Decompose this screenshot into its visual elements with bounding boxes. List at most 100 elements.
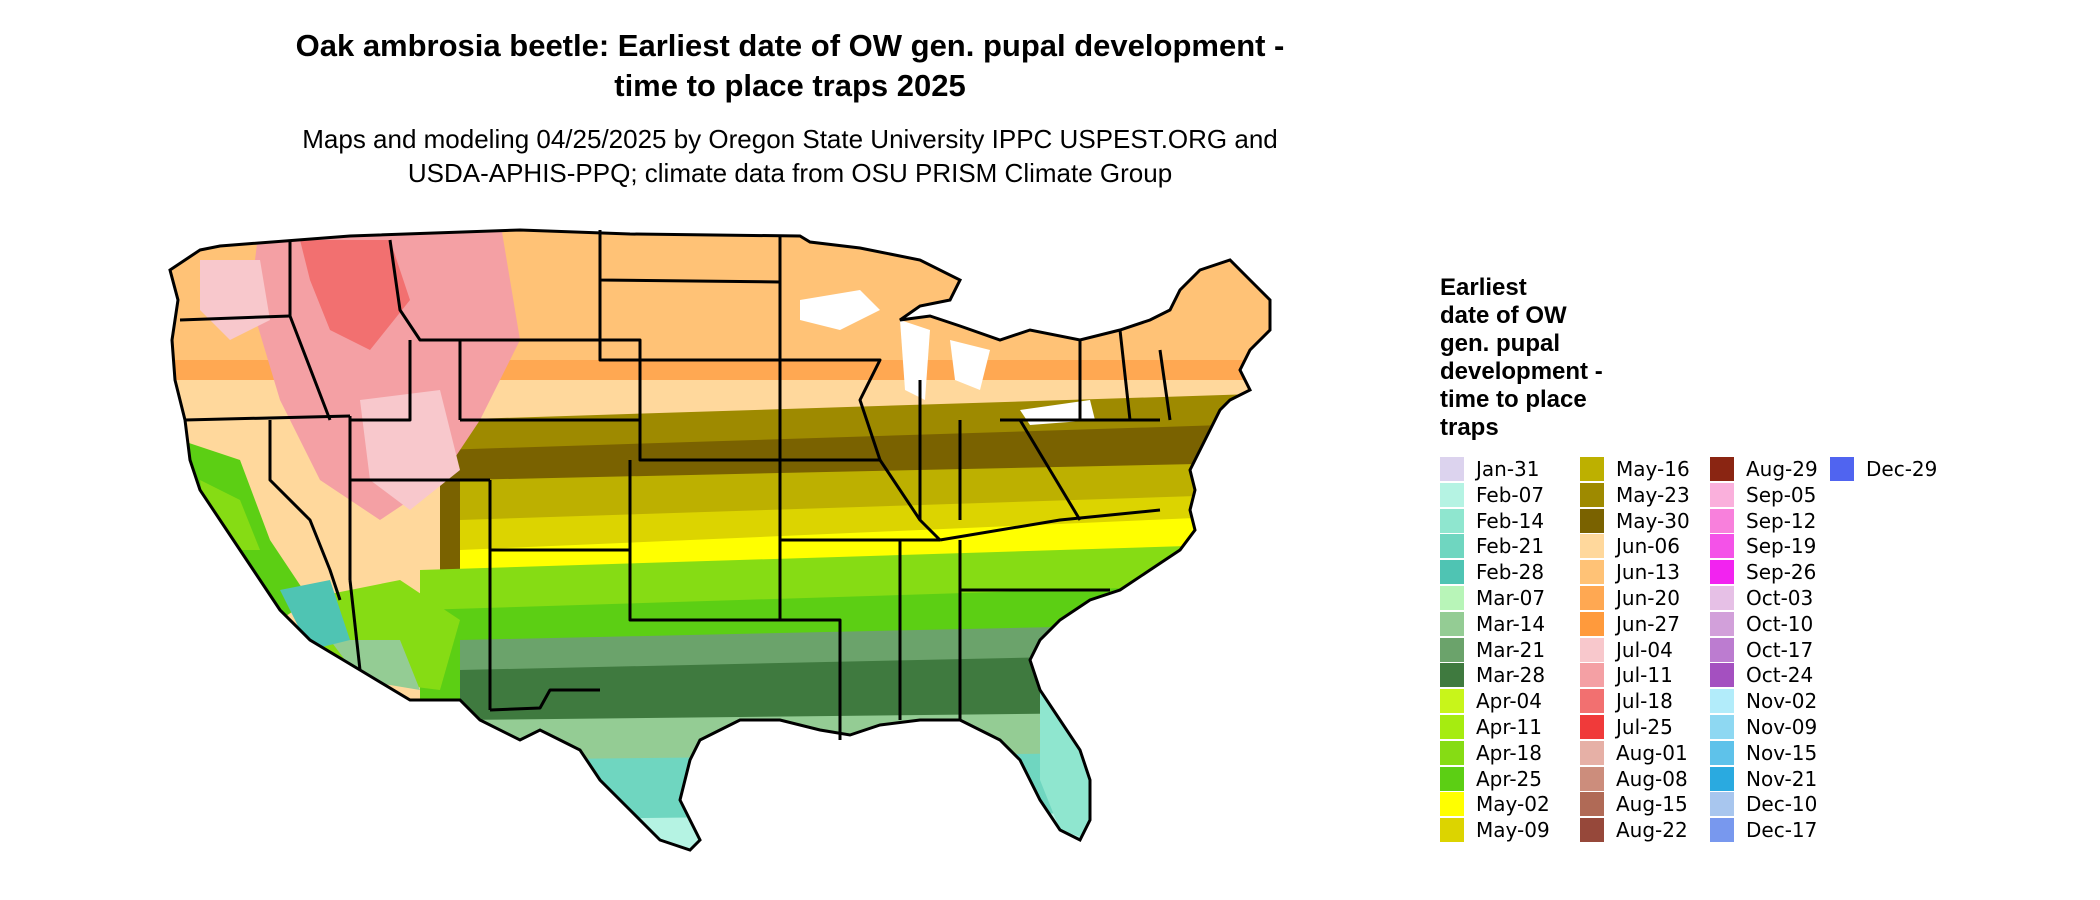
legend-label: Apr-04 — [1476, 689, 1542, 714]
legend-label: May-16 — [1616, 457, 1690, 481]
legend-title: Earliest date of OW gen. pupal developme… — [1440, 274, 1640, 442]
legend-item: Sep-19 — [1710, 533, 1816, 559]
legend-title-line: gen. pupal — [1440, 330, 1560, 357]
legend-label: Jun-13 — [1616, 560, 1680, 585]
legend-label: Jul-04 — [1616, 637, 1673, 662]
legend-item: Feb-14 — [1440, 508, 1544, 534]
legend-label: Oct-10 — [1746, 611, 1814, 636]
legend-label: Dec-29 — [1866, 457, 1938, 481]
legend-item: Jul-04 — [1580, 637, 1673, 663]
legend-swatch — [1580, 586, 1604, 610]
legend-swatch — [1710, 715, 1734, 739]
legend-label: Oct-17 — [1746, 637, 1814, 662]
legend-title-line: date of OW — [1440, 302, 1567, 329]
legend-label: Nov-09 — [1746, 715, 1818, 739]
legend-swatch — [1580, 792, 1604, 817]
legend-item: Mar-21 — [1440, 637, 1545, 663]
legend-swatch — [1580, 534, 1604, 559]
legend-label: Aug-08 — [1616, 766, 1688, 791]
legend-swatch — [1710, 740, 1734, 765]
legend-item: Nov-21 — [1710, 766, 1817, 792]
legend-label: Mar-07 — [1476, 586, 1546, 610]
legend-label: Sep-19 — [1746, 534, 1817, 559]
legend-item: Nov-09 — [1710, 714, 1817, 740]
legend-label: Jul-25 — [1616, 715, 1673, 739]
legend-label: Nov-15 — [1746, 740, 1818, 765]
legend-swatch — [1440, 689, 1464, 714]
legend-label: Feb-28 — [1476, 560, 1545, 585]
legend-label: May-23 — [1616, 482, 1690, 507]
legend-swatch — [1580, 689, 1604, 714]
legend-item: Jun-27 — [1580, 611, 1680, 637]
legend-swatch — [1440, 508, 1464, 533]
legend-item: Apr-18 — [1440, 740, 1542, 766]
legend-label: Aug-22 — [1616, 818, 1688, 843]
legend-swatch — [1440, 534, 1464, 559]
legend-swatch — [1580, 818, 1604, 843]
legend-item: Mar-14 — [1440, 611, 1545, 637]
legend-item: Jul-11 — [1580, 662, 1673, 688]
legend-item: Sep-26 — [1710, 559, 1816, 585]
legend-label: Apr-11 — [1476, 715, 1542, 739]
legend-label: Aug-15 — [1616, 792, 1688, 817]
legend-item: Feb-28 — [1440, 559, 1544, 585]
legend-item: Aug-15 — [1580, 791, 1688, 817]
legend-swatch — [1580, 766, 1604, 791]
legend-swatch — [1580, 740, 1604, 765]
legend-label: Sep-12 — [1746, 508, 1817, 533]
legend-swatch — [1710, 637, 1734, 662]
legend-label: May-02 — [1476, 792, 1550, 817]
legend-item: Jan-31 — [1440, 456, 1540, 482]
legend-item: Oct-17 — [1710, 637, 1813, 663]
legend-label: Feb-14 — [1476, 508, 1545, 533]
legend-swatch — [1580, 560, 1604, 585]
legend-swatch — [1580, 663, 1604, 688]
map-subtitle-line-1: Maps and modeling 04/25/2025 by Oregon S… — [302, 124, 1278, 154]
legend-label: Jun-20 — [1616, 586, 1680, 610]
legend-item: May-30 — [1580, 508, 1690, 534]
legend-swatch — [1440, 611, 1464, 636]
legend-item: Feb-21 — [1440, 533, 1544, 559]
legend-item: Sep-12 — [1710, 508, 1816, 534]
legend-swatch — [1710, 457, 1734, 481]
map-title-line-2: time to place traps 2025 — [614, 68, 966, 103]
legend-label: Mar-28 — [1476, 663, 1546, 688]
legend-label: Apr-18 — [1476, 740, 1542, 765]
legend-item: Jun-06 — [1580, 533, 1680, 559]
legend-label: May-30 — [1616, 508, 1690, 533]
legend-item: Jun-20 — [1580, 585, 1680, 611]
legend-swatch — [1440, 740, 1464, 765]
legend-swatch — [1710, 586, 1734, 610]
legend-item: Oct-10 — [1710, 611, 1813, 637]
map-subtitle-line-2: USDA-APHIS-PPQ; climate data from OSU PR… — [407, 158, 1173, 188]
legend-item: Sep-05 — [1710, 482, 1816, 508]
legend-item: Apr-11 — [1440, 714, 1542, 740]
legend-swatch — [1710, 792, 1734, 817]
legend-label: Jul-18 — [1616, 689, 1673, 714]
us-degree-day-map — [168, 228, 1272, 852]
legend-swatch — [1440, 457, 1464, 481]
legend-swatch — [1440, 766, 1464, 791]
legend-item: Aug-01 — [1580, 740, 1688, 766]
legend-swatch — [1710, 689, 1734, 714]
legend-swatch — [1440, 663, 1464, 688]
legend-swatch — [1710, 560, 1734, 585]
legend-label: Jun-27 — [1616, 611, 1680, 636]
map-title-line-1: Oak ambrosia beetle: Earliest date of OW… — [295, 28, 1285, 63]
legend-item: Nov-15 — [1710, 740, 1817, 766]
legend-label: Nov-02 — [1746, 689, 1818, 714]
legend-swatch — [1710, 766, 1734, 791]
legend-item: Dec-29 — [1830, 456, 1937, 482]
legend-item: Aug-08 — [1580, 766, 1688, 792]
legend-label: Jan-31 — [1476, 457, 1540, 481]
legend-swatch — [1440, 586, 1464, 610]
legend-title-line: development - — [1440, 358, 1603, 385]
legend-swatch — [1710, 534, 1734, 559]
legend-swatch — [1710, 611, 1734, 636]
legend-label: Oct-24 — [1746, 663, 1814, 688]
legend-item: May-23 — [1580, 482, 1690, 508]
legend-swatch — [1580, 611, 1604, 636]
legend-item: Mar-28 — [1440, 662, 1545, 688]
legend-swatch — [1440, 818, 1464, 843]
legend-swatch — [1710, 482, 1734, 507]
